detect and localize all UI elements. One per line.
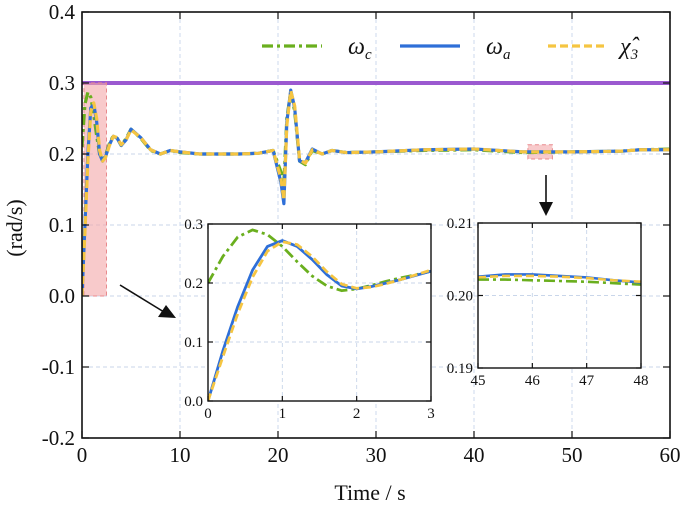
legend-sub-chi_hat_3: 3 (630, 47, 639, 63)
zoom-arrows (119, 175, 553, 318)
inset2-series-chi_hat_3 (478, 274, 641, 284)
main-xtick-label: 10 (170, 443, 191, 467)
arrow-to-inset1 (119, 284, 165, 313)
inset1-ytick-label: 0.3 (184, 217, 203, 233)
arrow-to-inset2-head (539, 202, 553, 216)
main-xtick-label: 40 (464, 443, 485, 467)
arrow-to-inset1-head (158, 305, 176, 318)
inset2-xtick-label: 48 (634, 373, 649, 389)
main-ytick-label: 0.1 (49, 213, 75, 237)
inset2-ytick-label: 0.21 (447, 216, 473, 232)
main-xtick-label: 30 (366, 443, 387, 467)
inset1-xtick-label: 0 (204, 406, 212, 422)
main-ytick-label: 0.2 (49, 142, 75, 166)
inset2-ticks: 45 46 47 48 0.19 0.20 0.21 (447, 216, 649, 389)
legend-sub-omega_a: a (503, 47, 511, 63)
inset1-series (208, 228, 431, 401)
main-xtick-label: 60 (660, 443, 681, 467)
inset1-series-omega_c (208, 228, 431, 293)
main-ytick-label: -0.1 (42, 355, 75, 379)
inset1-ytick-label: 0.1 (184, 335, 203, 351)
inset1-background (208, 224, 431, 401)
main-ytick-label: 0.0 (49, 284, 75, 308)
y-axis-title: (rad/s) (2, 199, 27, 256)
inset1-grid (208, 224, 431, 401)
inset2-ytick-label: 0.19 (447, 361, 473, 377)
inset1-ytick-label: 0.0 (184, 394, 203, 410)
main-series-chi_hat_3 (82, 89, 670, 297)
main-series (82, 88, 670, 297)
inset1-frame (207, 223, 432, 402)
main-ytick-label: -0.2 (42, 426, 75, 450)
main-xtick-label: 50 (562, 443, 583, 467)
inset2-plot: 45 46 47 48 0.19 0.20 0.21 (447, 216, 649, 389)
inset1-ticks: 0 1 2 3 0.0 0.1 0.2 0.3 (184, 217, 435, 422)
x-axis-title: Time / s (334, 480, 405, 505)
inset2-grid (478, 223, 641, 368)
inset2-xtick-label: 46 (525, 373, 541, 389)
inset2-xtick-label: 47 (579, 373, 595, 389)
main-ytick-label: 0.3 (49, 71, 75, 95)
inset1-xtick-label: 3 (427, 406, 435, 422)
main-xtick-label: 20 (268, 443, 289, 467)
inset2-xtick-label: 45 (471, 373, 486, 389)
inset2-series (478, 273, 641, 286)
inset1-xtick-label: 2 (353, 406, 361, 422)
inset2-series-omega_c (478, 278, 641, 286)
inset1-ytick-label: 0.2 (184, 276, 203, 292)
inset1-xtick-label: 1 (279, 406, 287, 422)
main-ytick-label: 0.4 (49, 0, 76, 24)
inset2-ytick-label: 0.20 (447, 289, 473, 305)
inset1-series-chi_hat_3 (208, 240, 431, 401)
main-ticks: 0 10 20 30 40 50 60-0.2-0.10.00.10.20.30.4 (42, 0, 681, 467)
main-xtick-label: 0 (77, 443, 88, 467)
legend-sub-omega_c: c (365, 47, 372, 63)
inset1-plot: 0 1 2 3 0.0 0.1 0.2 0.3 (184, 217, 435, 422)
